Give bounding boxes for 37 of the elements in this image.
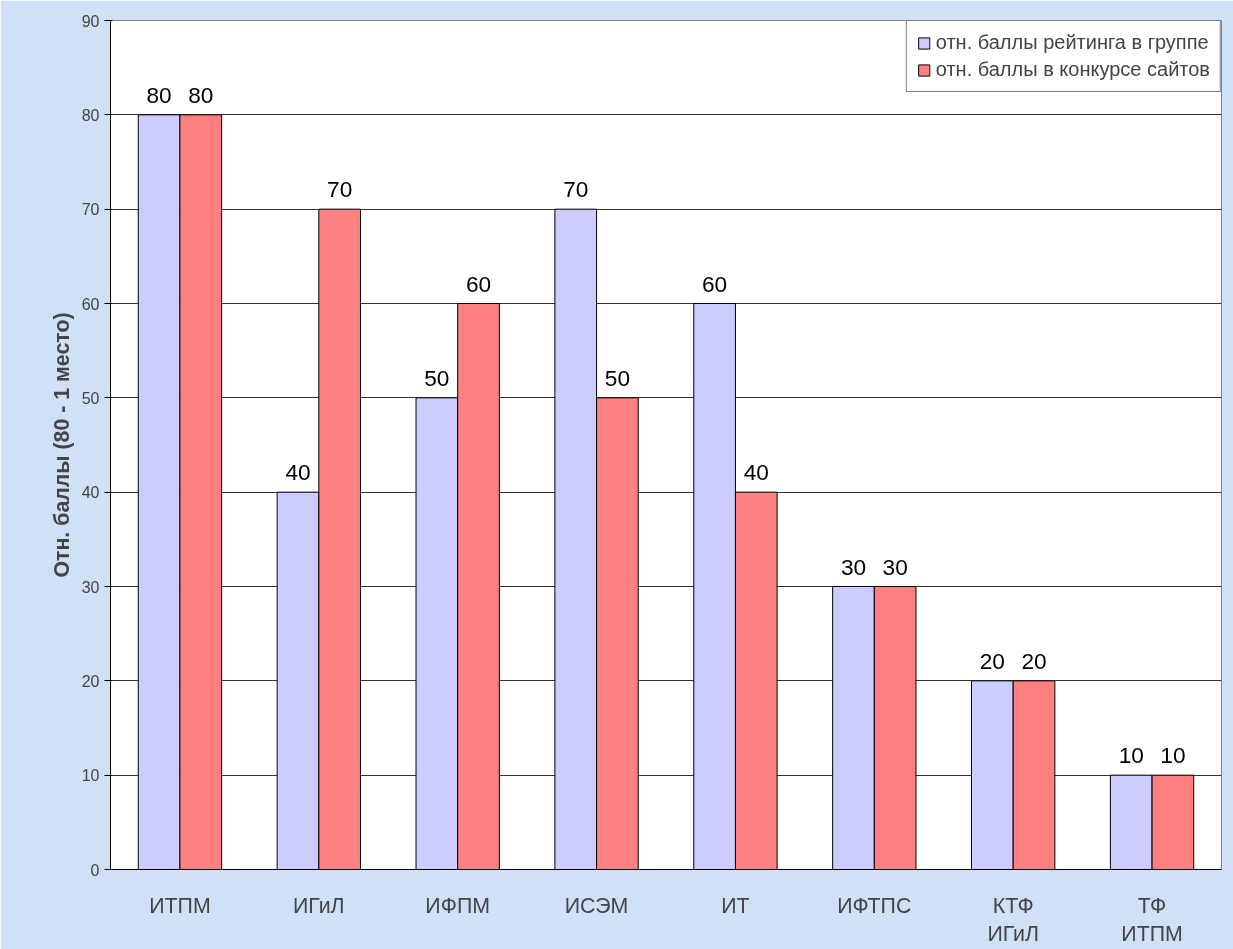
data-label: 30 xyxy=(840,553,867,580)
y-tick-label: 40 xyxy=(81,484,100,502)
y-tick-label: 0 xyxy=(90,861,100,879)
data-label: 10 xyxy=(1118,742,1144,769)
y-tick-label: 20 xyxy=(81,672,100,690)
data-label: 70 xyxy=(563,176,589,203)
data-label: 60 xyxy=(465,270,492,297)
data-label: 30 xyxy=(882,553,908,580)
x-tick-label: ТФ ИТПМ xyxy=(1121,893,1183,947)
y-tick-label: 80 xyxy=(81,106,100,124)
x-tick-label: ИТ xyxy=(721,893,750,918)
y-axis-title: Отн. баллы (80 - 1 место) xyxy=(49,312,74,578)
x-tick-label: КТФ ИГиЛ xyxy=(987,893,1039,947)
data-label: 60 xyxy=(702,270,728,297)
x-tick-label: ИСЭМ xyxy=(564,893,629,918)
y-tick-label: 70 xyxy=(81,201,100,219)
data-label: 40 xyxy=(743,459,769,486)
x-tick-label: ИГиЛ xyxy=(293,893,345,918)
y-tick-label: 60 xyxy=(81,295,100,313)
data-label: 20 xyxy=(979,647,1005,674)
data-label: 10 xyxy=(1160,742,1186,769)
data-label: 80 xyxy=(188,81,214,108)
legend-label: отн. баллы рейтинга в группе xyxy=(935,31,1209,54)
data-label: 50 xyxy=(604,364,630,391)
data-label: 20 xyxy=(1021,647,1047,674)
data-label: 70 xyxy=(327,176,353,203)
y-tick-label: 10 xyxy=(81,767,100,785)
x-tick-label: ИФТПС xyxy=(837,893,912,918)
x-tick-label: ИТПМ xyxy=(149,893,211,918)
data-label: 40 xyxy=(285,459,311,486)
x-tick-label: ИФПМ xyxy=(425,893,491,918)
y-tick-label: 90 xyxy=(81,12,100,30)
y-tick-label: 50 xyxy=(81,389,100,407)
data-label: 50 xyxy=(424,364,450,391)
data-label: 80 xyxy=(146,81,172,108)
legend-label: отн. баллы в конкурсе сайтов xyxy=(935,58,1210,81)
y-tick-label: 30 xyxy=(81,578,100,596)
